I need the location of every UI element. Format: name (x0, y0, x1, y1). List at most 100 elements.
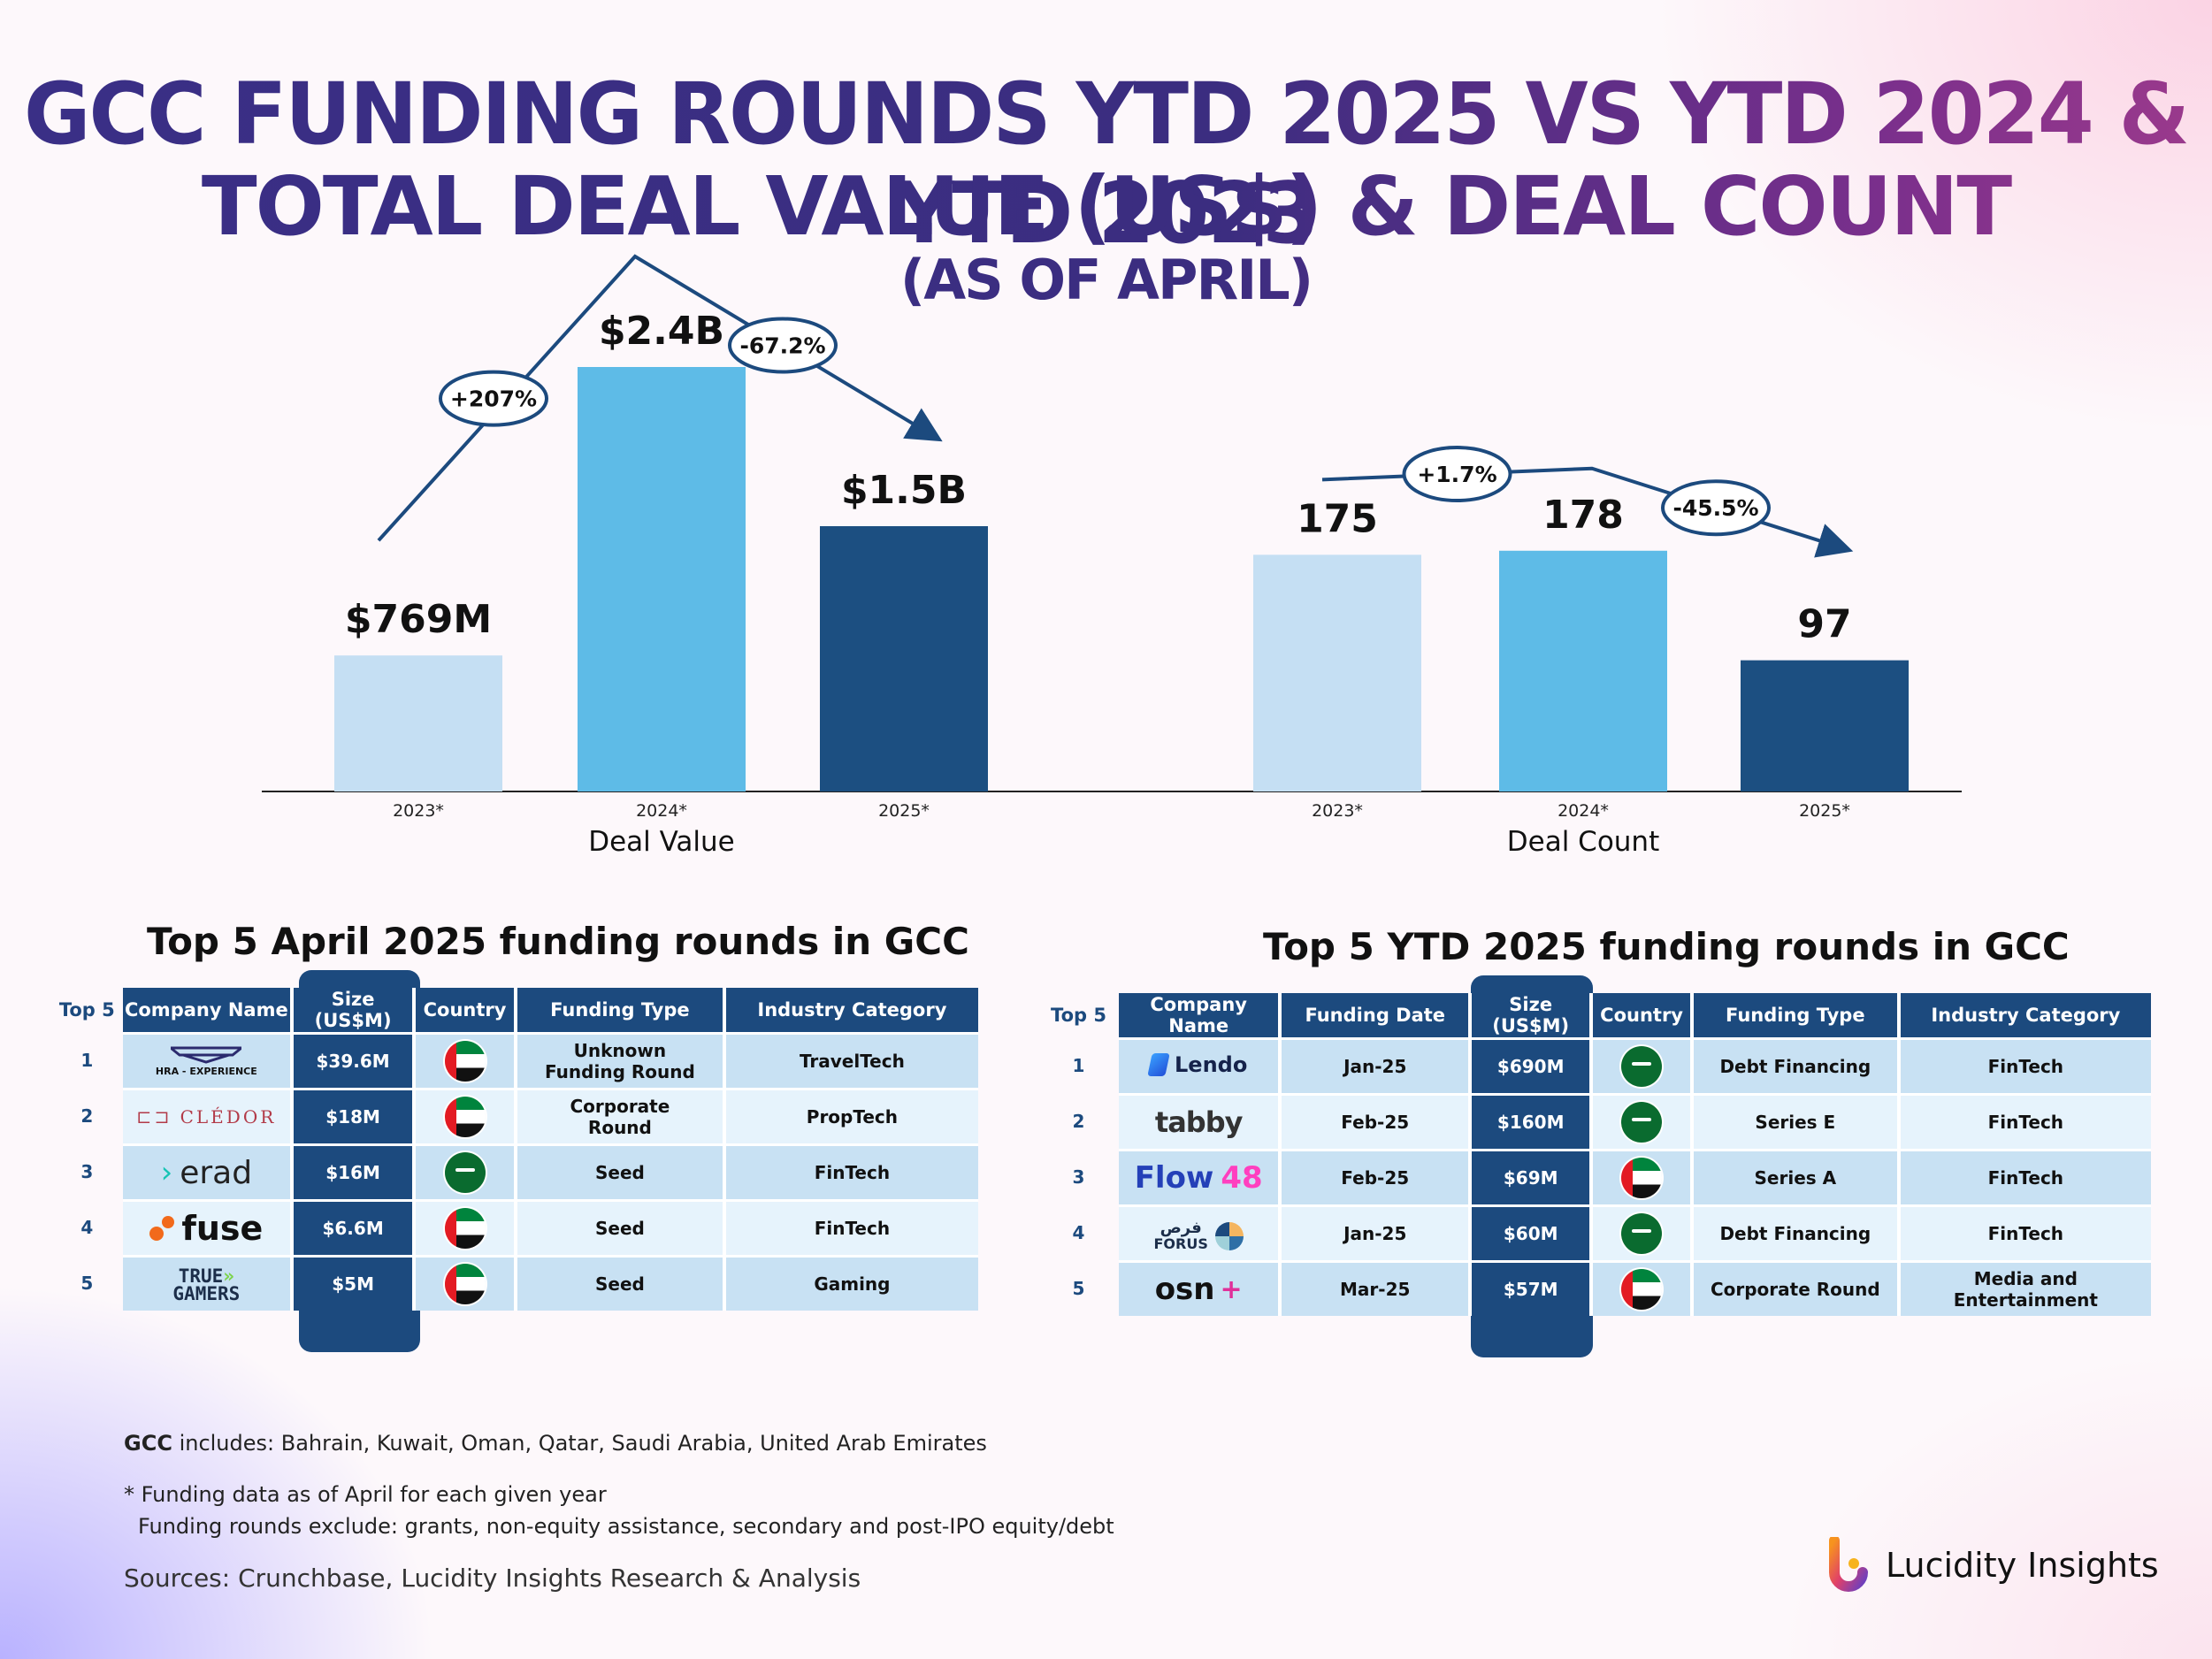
country-cell (416, 1143, 517, 1199)
table-row: 4 فرص FORUS Jan-25 $60M Debt Financing FinTech (1038, 1204, 2151, 1260)
change-label: -45.5% (1672, 495, 1758, 521)
cledor-logo-icon: ⊏⊐ CLÉDOR (136, 1106, 277, 1128)
rank-cell: 4 (1072, 1221, 1085, 1243)
size-cell: $69M (1472, 1149, 1594, 1204)
header-industry: Industry Category (1900, 993, 2151, 1037)
change-label: -67.2% (739, 333, 825, 359)
rank-cell: 3 (80, 1160, 94, 1182)
funding-date-cell: Jan-25 (1282, 1037, 1473, 1093)
company-cell: Flow 48 (1119, 1149, 1282, 1204)
funding-date-cell: Jan-25 (1282, 1204, 1473, 1260)
change-bubble (728, 317, 838, 374)
funding-type-cell: Debt Financing (1693, 1204, 1901, 1260)
uae-flag-icon (1621, 1269, 1663, 1310)
country-cell (416, 1088, 517, 1143)
fuse-logo-icon: fuse (149, 1209, 263, 1248)
header-funding-date: Funding Date (1282, 993, 1473, 1037)
change-bubble (1661, 479, 1771, 537)
rank-cell: 1 (1072, 1054, 1085, 1076)
table-row: 3 › erad $16M Seed FinTech (51, 1143, 978, 1199)
industry-cell: FinTech (1900, 1204, 2151, 1260)
tick-label: 2023* (393, 801, 444, 821)
company-cell: tabby (1119, 1093, 1282, 1149)
gcc-label: GCC (124, 1431, 172, 1456)
table-row: 3 Flow 48 Feb-25 $69M Series A FinTech (1038, 1149, 2151, 1204)
funding-type-cell: Series A (1693, 1149, 1901, 1204)
table-row: 2 tabby Feb-25 $160M Series E FinTech (1038, 1093, 2151, 1149)
funding-type-cell: Seed (517, 1255, 726, 1311)
industry-cell: FinTech (1900, 1149, 2151, 1204)
table-row: 5 osn + Mar-25 $57M Corporate Round Media and … (1038, 1260, 2151, 1316)
funding-date-cell: Mar-25 (1282, 1260, 1473, 1316)
funding-date-cell: Feb-25 (1282, 1149, 1473, 1204)
industry-cell: FinTech (725, 1199, 978, 1255)
industry-cell: Media and Entertainment (1900, 1260, 2151, 1316)
footnote-data-as-of: * Funding data as of April for each give… (124, 1482, 607, 1507)
header-size: Size (US$M) (294, 988, 417, 1032)
lucidity-logo-icon (1829, 1537, 1868, 1592)
tick-label: 2024* (1558, 801, 1609, 821)
ytd-table-title: Top 5 YTD 2025 funding rounds in GCC (1263, 925, 2070, 968)
header-rank: Top 5 (1051, 1005, 1106, 1026)
ytd-funding-table: Top 5 Company Name Funding Date Size (US… (1038, 993, 2151, 1316)
funding-type-cell: Seed (517, 1199, 726, 1255)
company-cell: TRUE» GAMERS (122, 1255, 295, 1311)
size-cell: $18M (294, 1088, 417, 1143)
country-cell (416, 1199, 517, 1255)
country-cell (1593, 1149, 1694, 1204)
rank-cell: 5 (1072, 1277, 1085, 1299)
hra-logo-icon: HRA - EXPERIENCE (156, 1046, 257, 1077)
table-row: 5 TRUE» GAMERS $5M Seed Gaming (51, 1255, 978, 1311)
data-label: $769M (345, 597, 492, 642)
industry-cell: FinTech (1900, 1037, 2151, 1093)
tick-label: 2025* (878, 801, 930, 821)
country-cell (1593, 1260, 1694, 1316)
uae-flag-icon (444, 1097, 486, 1137)
funding-type-cell: Seed (517, 1143, 726, 1199)
country-cell (416, 1032, 517, 1088)
gcc-definition: GCC includes: Bahrain, Kuwait, Oman, Qat… (124, 1431, 987, 1456)
company-cell: › erad (122, 1143, 295, 1199)
tick-label: 2025* (1799, 801, 1850, 821)
main-title: GCC FUNDING ROUNDS YTD 2025 VS YTD 2024 … (0, 65, 2212, 264)
trend-arrow (377, 254, 943, 542)
company-cell: osn + (1119, 1260, 1282, 1316)
country-cell (416, 1255, 517, 1311)
funding-type-cell: Series E (1693, 1093, 1901, 1149)
true-gamers-logo-icon: TRUE» GAMERS (172, 1265, 241, 1304)
rank-cell: 2 (80, 1105, 94, 1127)
change-bubble (439, 370, 548, 427)
data-label: 97 (1797, 602, 1851, 647)
sub-title: TOTAL DEAL VALUE (US$) & DEAL COUNT (0, 159, 2212, 254)
bar-charts: $769M 2023* $2.4B 2024* $1.5B 2025* Deal Value… (262, 254, 1962, 858)
april-table-title: Top 5 April 2025 funding rounds in GCC (147, 920, 969, 963)
sources-note: Sources: Crunchbase, Lucidity Insights R… (124, 1563, 861, 1593)
country-cell (1593, 1204, 1694, 1260)
industry-cell: FinTech (725, 1143, 978, 1199)
header-company: Company Name (1119, 993, 1282, 1037)
header-country: Country (1593, 993, 1694, 1037)
change-bubble (1402, 446, 1512, 503)
forus-arabic-name: فرص (1160, 1218, 1202, 1237)
company-cell: Lendo (1119, 1037, 1282, 1093)
uae-flag-icon (444, 1264, 486, 1304)
industry-cell: PropTech (725, 1088, 978, 1143)
size-cell: $6.6M (294, 1199, 417, 1255)
forus-logo-icon: فرص FORUS (1154, 1218, 1244, 1252)
bar-deal-count-0 (1253, 554, 1421, 791)
funding-date-cell: Feb-25 (1282, 1093, 1473, 1149)
data-label: $1.5B (841, 468, 967, 513)
industry-cell: Gaming (725, 1255, 978, 1311)
size-cell: $57M (1472, 1260, 1594, 1316)
header-funding-type: Funding Type (1693, 993, 1901, 1037)
erad-logo-icon: › erad (160, 1154, 253, 1191)
size-cell: $16M (294, 1143, 417, 1199)
data-label: $2.4B (599, 309, 724, 354)
table-row: 4 fuse $6.6M Seed FinTech (51, 1199, 978, 1255)
rank-cell: 1 (80, 1049, 94, 1071)
bar-deal-count-2 (1741, 660, 1909, 791)
brand-name: Lucidity Insights (1886, 1546, 2159, 1585)
bar-deal-value-0 (334, 655, 502, 791)
funding-type-cell: Corporate Round (1693, 1260, 1901, 1316)
tabby-logo-icon: tabby (1154, 1105, 1244, 1139)
